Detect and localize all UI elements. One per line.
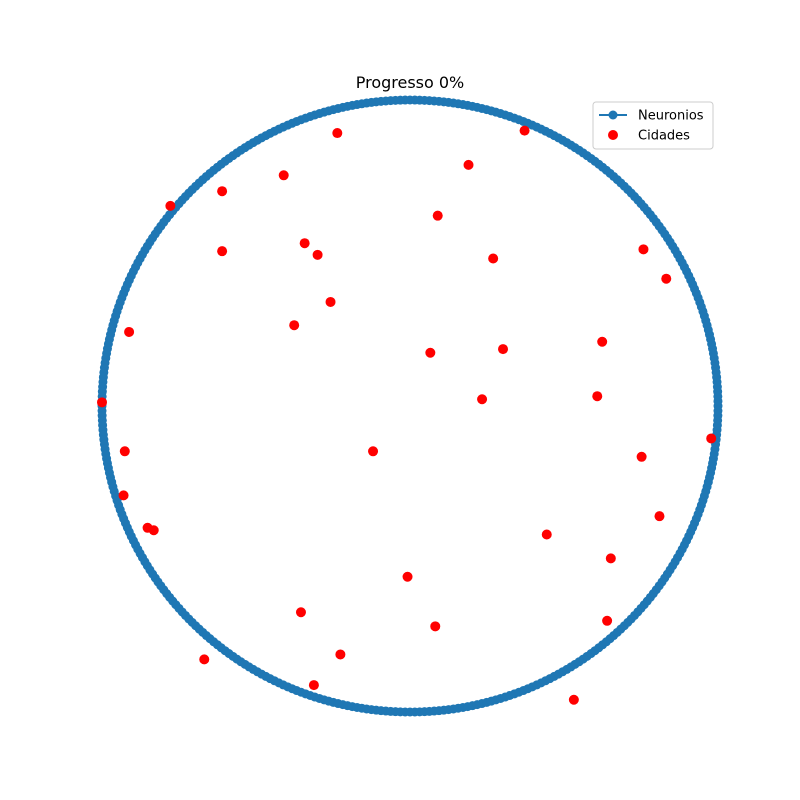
cidade-point [432, 210, 443, 221]
legend-cidades-marker [608, 130, 618, 140]
cidade-point [118, 490, 129, 501]
plot-area [97, 95, 723, 717]
cidade-point [592, 391, 603, 402]
legend-neuronios-marker [608, 110, 618, 120]
cidade-point [312, 249, 323, 260]
cidade-point [519, 125, 530, 136]
cidade-point [124, 326, 135, 337]
cidade-point [148, 525, 159, 536]
cidade-point [278, 170, 289, 181]
cidade-point [217, 186, 228, 197]
cidade-point [477, 394, 488, 405]
cidade-point [425, 347, 436, 358]
cidade-point [368, 446, 379, 457]
cidade-point [289, 320, 300, 331]
cidade-point [706, 433, 717, 444]
cidade-point [488, 253, 499, 264]
cidade-point [463, 159, 474, 170]
cidade-point [165, 200, 176, 211]
cidade-point [308, 680, 319, 691]
cidade-point [217, 246, 228, 257]
cidade-point [299, 238, 310, 249]
cidade-point [638, 244, 649, 255]
cidade-point [605, 553, 616, 564]
cidade-point [430, 621, 441, 632]
cidade-point [654, 511, 665, 522]
cidade-point [498, 344, 509, 355]
cidade-point [402, 571, 413, 582]
cidade-point [295, 607, 306, 618]
cidade-point [119, 446, 130, 457]
legend-neuronios-label: Neuronios [638, 109, 704, 124]
cidade-point [325, 296, 336, 307]
neuronio-point [713, 406, 723, 416]
legend-cidades-label: Cidades [638, 129, 690, 144]
cidade-point [602, 615, 613, 626]
cidade-point [332, 128, 343, 139]
cidade-point [636, 451, 647, 462]
cidades-points [97, 125, 717, 705]
legend-box [592, 101, 714, 150]
cidade-point [661, 273, 672, 284]
legend: Neuronios Cidades [592, 101, 714, 150]
chart-title: Progresso 0% [356, 73, 465, 92]
neuronios-markers [97, 95, 723, 717]
cidade-point [97, 397, 107, 408]
cidade-point [541, 529, 552, 540]
cidade-point [335, 649, 346, 660]
cidade-point [568, 694, 579, 705]
cidade-point [199, 654, 210, 665]
cidade-point [597, 336, 608, 347]
